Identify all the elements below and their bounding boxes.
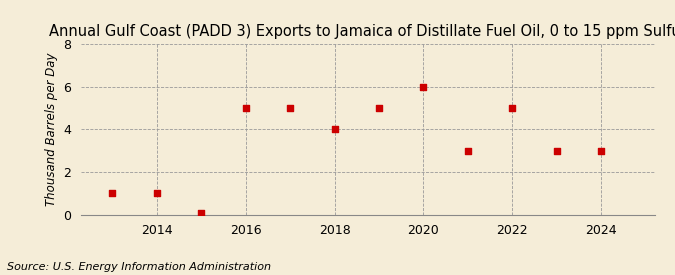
Point [240, 106, 251, 110]
Point [285, 106, 296, 110]
Title: Annual Gulf Coast (PADD 3) Exports to Jamaica of Distillate Fuel Oil, 0 to 15 pp: Annual Gulf Coast (PADD 3) Exports to Ja… [49, 24, 675, 39]
Point [507, 106, 518, 110]
Point [418, 84, 429, 89]
Point [107, 191, 117, 195]
Point [329, 127, 340, 131]
Y-axis label: Thousand Barrels per Day: Thousand Barrels per Day [45, 53, 58, 206]
Point [151, 191, 162, 195]
Point [551, 148, 562, 153]
Point [462, 148, 473, 153]
Point [596, 148, 607, 153]
Point [196, 211, 207, 216]
Point [373, 106, 384, 110]
Text: Source: U.S. Energy Information Administration: Source: U.S. Energy Information Administ… [7, 262, 271, 272]
